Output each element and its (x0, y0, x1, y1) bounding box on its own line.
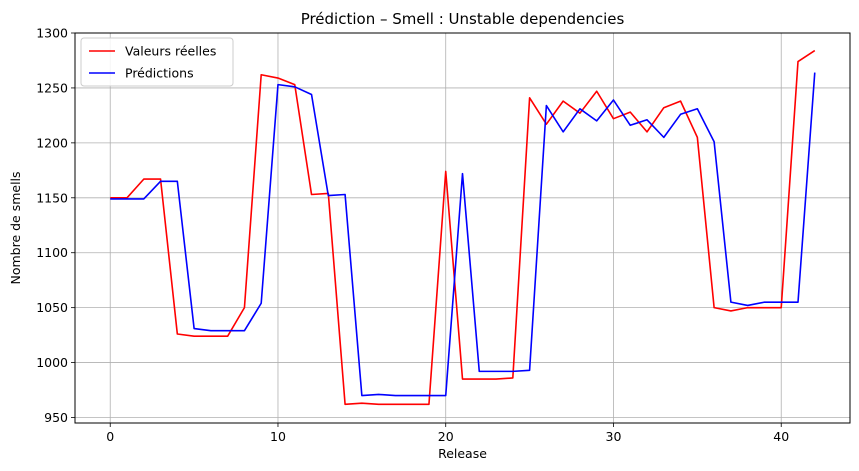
plot-frame (74, 32, 851, 424)
y-tick-label: 1150 (36, 190, 68, 205)
y-tick-label: 1050 (36, 300, 68, 315)
x-tick-label: 10 (270, 429, 286, 444)
y-tick-label: 1000 (36, 355, 68, 370)
legend-entry: Valeurs réelles (125, 44, 216, 59)
x-tick-label: 30 (606, 429, 622, 444)
y-tick-label: 1300 (36, 26, 68, 41)
y-tick-label: 1250 (36, 80, 68, 95)
series-line-actual (110, 49, 816, 406)
y-tick-label: 950 (44, 410, 68, 425)
y-tick-label: 1100 (36, 245, 68, 260)
legend-entry: Prédictions (125, 66, 194, 81)
axis-ticks: 0 10 20 30 40 950 1000 1050 1100 1150 1200 1250 1300 (36, 26, 789, 445)
grid-lines (75, 32, 850, 423)
x-tick-label: 40 (773, 429, 789, 444)
x-tick-label: 0 (106, 429, 114, 444)
legend-box (80, 37, 234, 87)
x-tick-label: 20 (438, 429, 454, 444)
series-line-predicted (110, 72, 816, 397)
chart-title: Prédiction – Smell : Unstable dependenci… (301, 10, 625, 28)
x-axis-label: Release (438, 446, 487, 461)
y-tick-label: 1200 (36, 135, 68, 150)
legend: Valeurs réelles Prédictions (80, 37, 234, 87)
y-axis-label: Nombre de smells (8, 171, 23, 284)
series-lines (110, 49, 816, 406)
plot-area (75, 33, 850, 423)
